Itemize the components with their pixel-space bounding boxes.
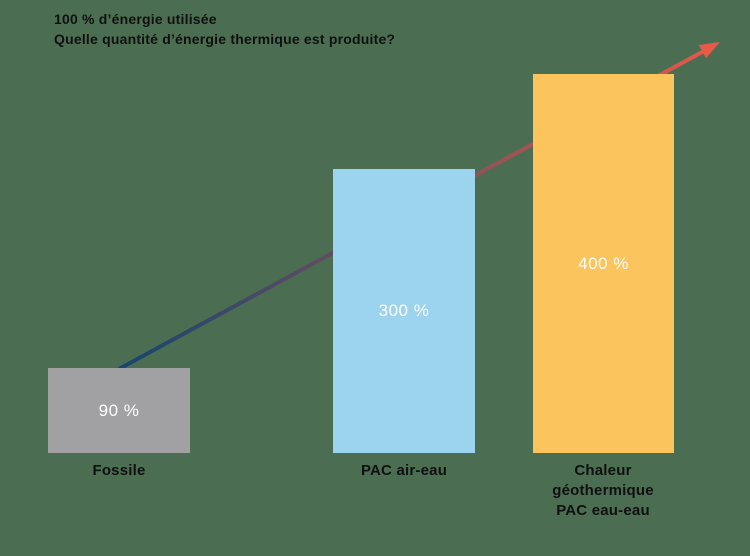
category-label-line: PAC air-eau (360, 462, 448, 479)
chart-title-line1: 100 % d’énergie utilisée (54, 11, 217, 27)
bar-value-geothermie: 400 % (578, 253, 629, 273)
category-label-line: géothermique (552, 482, 654, 499)
chart-title: 100 % d’énergie utilisée Quelle quantité… (54, 9, 395, 49)
category-label-line: PAC eau-eau (556, 502, 650, 519)
bar-geothermie-pac-eau-eau: 400 % (533, 74, 674, 453)
category-label-geothermie: Chaleur géothermique PAC eau-eau (508, 461, 698, 521)
bar-value-fossile: 90 % (98, 400, 140, 420)
category-label-line: Chaleur (574, 462, 632, 479)
bar-fossile: 90 % (48, 368, 190, 453)
trend-arrow-head (698, 42, 720, 59)
chart-title-line2: Quelle quantité d’énergie thermique est … (54, 31, 396, 47)
bar-value-pac-air-eau: 300 % (378, 301, 430, 320)
category-label-line: Fossile (92, 462, 146, 479)
bar-pac-air-eau: 300 % (333, 169, 475, 453)
category-label-pac-air-eau: PAC air-eau (313, 461, 495, 481)
category-label-fossile: Fossile (48, 461, 190, 481)
